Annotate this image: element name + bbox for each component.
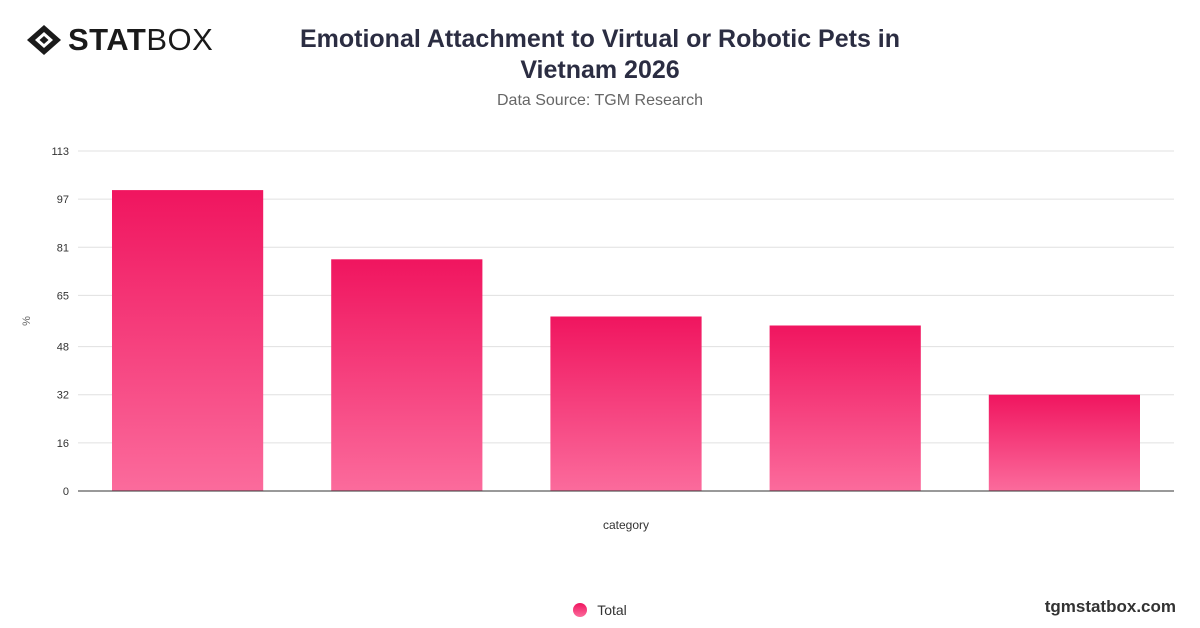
- y-tick-label: 48: [57, 342, 69, 354]
- y-axis-ticks: 0 16 32 48 65 81 97 113: [51, 146, 69, 498]
- chart-subtitle: Data Source: TGM Research: [496, 92, 703, 109]
- y-tick-label: 65: [57, 290, 69, 302]
- y-tick-label: 0: [63, 486, 69, 498]
- bar-series-total: [112, 190, 1140, 491]
- y-tick-label: 113: [51, 146, 69, 158]
- brand-logo: STATBOX: [26, 24, 213, 56]
- legend-marker-total[interactable]: [573, 603, 588, 617]
- chart-title: Emotional Attachment to Virtual or Robot…: [299, 25, 901, 84]
- logo-text-strong: STAT: [68, 22, 147, 57]
- logo-text: STATBOX: [68, 24, 213, 56]
- diamond-logo-icon: [27, 25, 61, 55]
- logo-text-light: BOX: [146, 22, 214, 57]
- legend-label-total[interactable]: Total: [597, 602, 627, 618]
- footer-url: tgmstatbox.com: [1044, 597, 1176, 616]
- x-axis-title: category: [603, 518, 649, 532]
- bar-4[interactable]: [769, 325, 921, 492]
- y-tick-label: 81: [57, 242, 69, 254]
- y-tick-label: 16: [57, 438, 69, 450]
- bar-3[interactable]: [550, 316, 702, 492]
- y-tick-label: 32: [57, 390, 69, 402]
- bar-5[interactable]: [988, 394, 1140, 491]
- bar-2[interactable]: [331, 259, 483, 491]
- legend: Total: [0, 602, 1200, 618]
- y-tick-label: 97: [57, 194, 69, 206]
- y-axis-title: %: [21, 316, 33, 326]
- bar-1[interactable]: [112, 190, 264, 491]
